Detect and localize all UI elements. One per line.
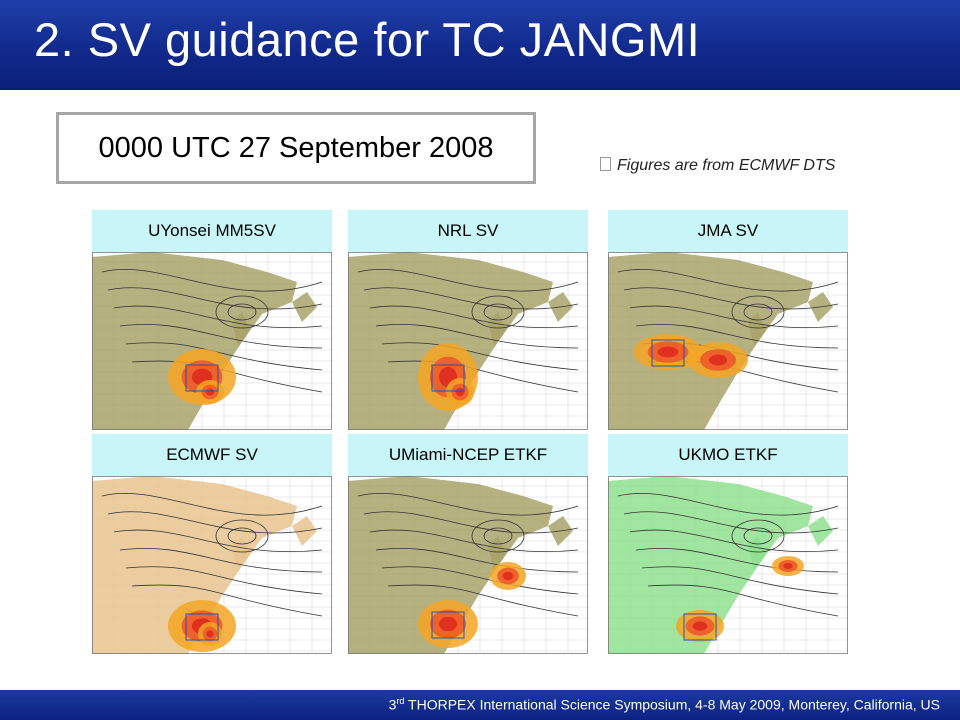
source-note-text: Figures are from ECMWF DTS bbox=[617, 157, 836, 174]
panel-label: JMA SV bbox=[608, 210, 848, 252]
contour-line bbox=[387, 584, 579, 617]
contour-line bbox=[635, 547, 839, 573]
contour-line bbox=[357, 492, 579, 516]
contour-line bbox=[107, 511, 323, 534]
target-box bbox=[185, 364, 219, 392]
panel-ukmo: UKMO ETKF bbox=[608, 434, 848, 662]
contour-line bbox=[119, 323, 323, 349]
panel-jma: JMA SV bbox=[608, 210, 848, 438]
contour-line bbox=[113, 305, 323, 329]
map-figure bbox=[348, 476, 588, 662]
target-box bbox=[185, 613, 219, 641]
contour-line bbox=[617, 492, 839, 516]
contour-line bbox=[635, 323, 839, 349]
panel-label: UKMO ETKF bbox=[608, 434, 848, 476]
contour-line bbox=[381, 342, 579, 371]
panel-umiami: UMiami-NCEP ETKF bbox=[348, 434, 588, 662]
contour-line bbox=[381, 566, 579, 595]
contour-line bbox=[647, 584, 839, 617]
map-figure bbox=[92, 252, 332, 438]
contour-line bbox=[369, 305, 579, 329]
header-bar: 2. SV guidance for TC JANGMI bbox=[0, 0, 960, 90]
map-figure bbox=[92, 476, 332, 662]
contour-line bbox=[617, 268, 839, 292]
contour-line bbox=[113, 529, 323, 553]
contour-line bbox=[375, 547, 579, 573]
source-note: Figures are from ECMWF DTS bbox=[600, 157, 835, 175]
panel-nrl: NRL SV bbox=[348, 210, 588, 438]
contour-line bbox=[357, 268, 579, 292]
contour-line bbox=[369, 529, 579, 553]
contour-line bbox=[119, 547, 323, 573]
contour-line bbox=[623, 511, 839, 534]
panel-label: ECMWF SV bbox=[92, 434, 332, 476]
contour-line bbox=[623, 287, 839, 310]
panel-ecmwf: ECMWF SV bbox=[92, 434, 332, 662]
contour-line bbox=[363, 287, 579, 310]
footer-bar: 3rd THORPEX International Science Sympos… bbox=[0, 690, 960, 720]
panel-label: NRL SV bbox=[348, 210, 588, 252]
target-box bbox=[651, 339, 685, 367]
date-box: 0000 UTC 27 September 2008 bbox=[56, 112, 536, 184]
contour-line bbox=[629, 529, 839, 553]
panel-label: UMiami-NCEP ETKF bbox=[348, 434, 588, 476]
target-box bbox=[683, 613, 717, 641]
contour-line bbox=[107, 287, 323, 310]
contour-line bbox=[629, 305, 839, 329]
contour-line bbox=[363, 511, 579, 534]
panel-label: UYonsei MM5SV bbox=[92, 210, 332, 252]
map-figure bbox=[348, 252, 588, 438]
bullet-box-icon bbox=[600, 157, 611, 171]
map-figure bbox=[608, 252, 848, 438]
map-figure bbox=[608, 476, 848, 662]
contour-line bbox=[131, 584, 323, 617]
footer-text: 3rd THORPEX International Science Sympos… bbox=[388, 696, 940, 713]
date-text: 0000 UTC 27 September 2008 bbox=[98, 131, 494, 164]
target-box bbox=[431, 364, 465, 392]
contour-line bbox=[101, 492, 323, 516]
contour-line bbox=[101, 268, 323, 292]
target-box bbox=[431, 611, 465, 639]
contour-line bbox=[375, 323, 579, 349]
panel-uyonsei: UYonsei MM5SV bbox=[92, 210, 332, 438]
contour-line bbox=[641, 566, 839, 595]
contour-line bbox=[125, 566, 323, 595]
slide-title: 2. SV guidance for TC JANGMI bbox=[34, 13, 701, 66]
